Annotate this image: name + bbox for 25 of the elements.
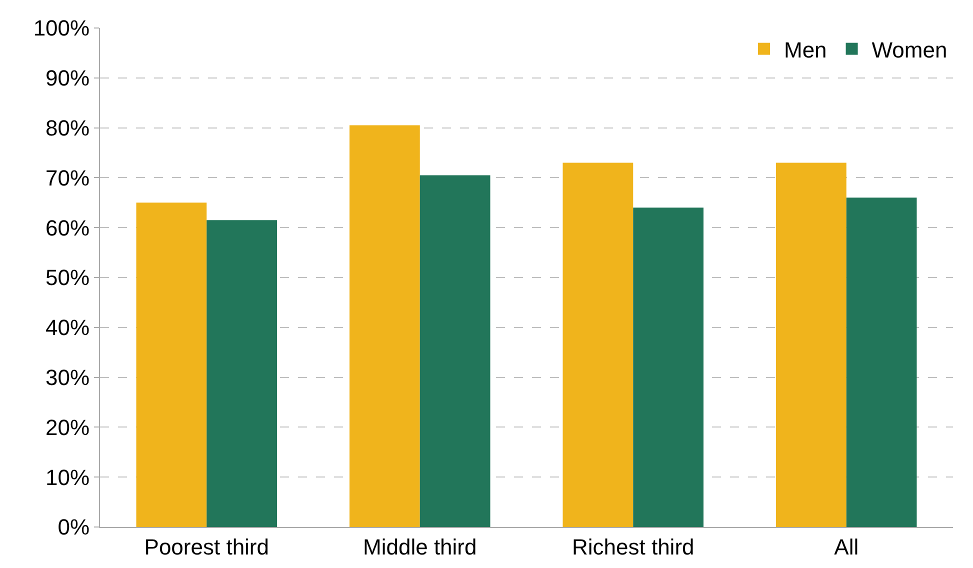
bar: [846, 198, 917, 527]
y-tick-label: 10%: [46, 464, 90, 490]
bar: [350, 125, 420, 527]
legend-label: Men: [784, 37, 827, 62]
legend-label: Women: [872, 37, 948, 62]
y-tick-label: 50%: [46, 265, 90, 290]
y-tick-label: 60%: [46, 215, 90, 240]
bar: [420, 175, 490, 527]
x-tick-label: Middle third: [363, 534, 477, 560]
x-tick-label: Poorest third: [144, 534, 269, 560]
y-tick-label: 70%: [46, 165, 90, 190]
bar: [633, 208, 704, 527]
y-tick-label: 20%: [46, 414, 90, 440]
x-tick-label: Richest third: [572, 534, 694, 560]
y-tick-label: 90%: [46, 66, 90, 91]
y-tick-label: 80%: [46, 116, 90, 140]
bar: [136, 202, 207, 527]
bar: [562, 162, 634, 527]
y-tick-label: 100%: [33, 16, 90, 41]
bar: [776, 162, 846, 527]
y-tick-label: 0%: [58, 514, 90, 540]
y-tick-label: 40%: [46, 315, 90, 340]
bar: [206, 220, 277, 527]
x-tick-label: All: [834, 534, 859, 560]
y-tick-label: 30%: [46, 365, 90, 390]
